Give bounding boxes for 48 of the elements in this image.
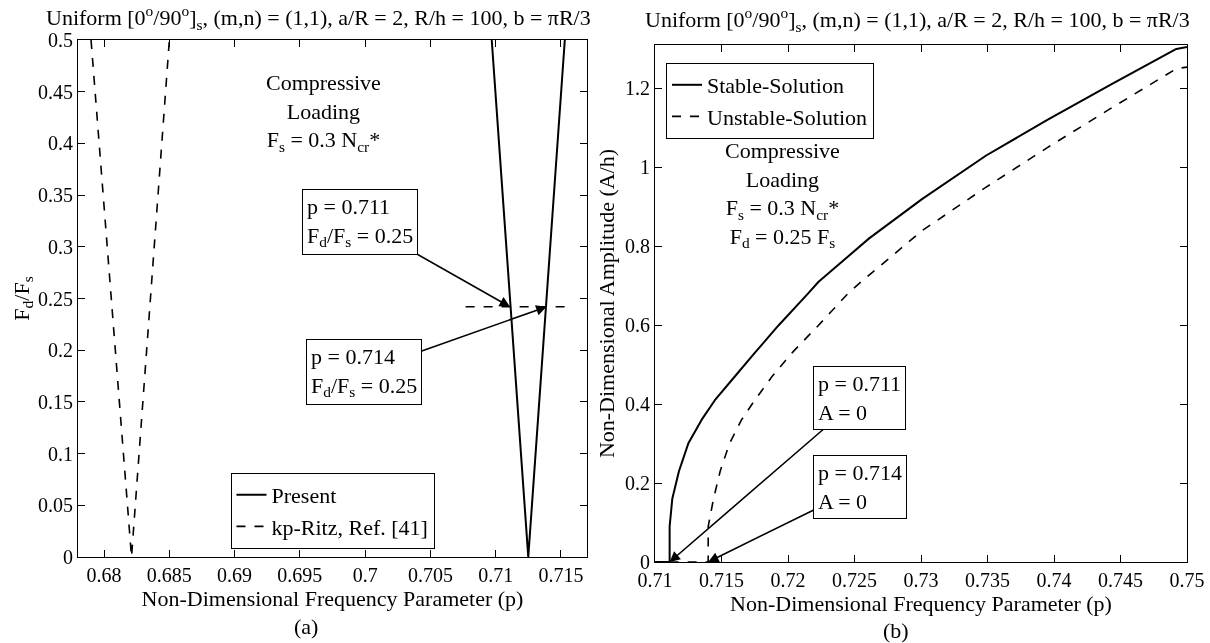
x-axis-title: Non-Dimensional Frequency Parameter (p) — [730, 591, 1112, 616]
chart-title: Uniform [0$^{o}$/90$^{o}$]$_{s}$, (m,n) = (1,1), a/R = 2, R/h = 100, b = πR/3 — [645, 4, 1190, 35]
x-tick-label: 0.735 — [965, 569, 1010, 591]
y-tick-label: 1.2 — [625, 77, 650, 100]
y-tick-label: 0.2 — [625, 472, 650, 495]
annotation: p = 0.711 F$_{d}$/F$_{s}$ = 0.25 — [307, 194, 414, 251]
x-tick-label: 0.7 — [352, 564, 378, 586]
y-tick-label: 0.4 — [48, 132, 73, 155]
annotation: p = 0.711 A = 0 — [818, 371, 902, 425]
x-tick-label: 0.74 — [1036, 569, 1072, 591]
legend-label: Unstable-Solution — [707, 104, 868, 130]
y-tick-label: 0.05 — [38, 494, 73, 517]
x-tick-label: 0.685 — [146, 564, 192, 586]
y-tick-label: 0.3 — [48, 235, 73, 258]
y-tick-label: 0 — [63, 546, 73, 568]
y-tick-label: 0.25 — [38, 287, 73, 310]
x-tick-label: 0.71 — [478, 564, 514, 586]
legend-label: Stable-Solution — [707, 73, 844, 99]
text: (a) — [294, 614, 319, 639]
x-tick-label: 0.73 — [903, 569, 939, 591]
x-tick-label: 0.725 — [832, 569, 877, 591]
x-tick-label: 0.715 — [699, 569, 744, 591]
annotation: Compressive Loading F$_{s}$ = 0.3 N$_{cr}$* — [266, 70, 381, 155]
x-tick-label: 0.705 — [407, 564, 453, 586]
x-axis-title: Non-Dimensional Frequency Parameter (p) — [141, 586, 524, 611]
annotation: p = 0.714 F$_{d}$/F$_{s}$ = 0.25 — [311, 344, 418, 401]
y-tick-label: 0.1 — [48, 442, 73, 465]
x-tick-label: 0.72 — [770, 569, 806, 591]
x-tick-label: 0.715 — [538, 564, 584, 586]
y-tick-label: 0.45 — [38, 80, 73, 103]
legend-label: kp-Ritz, Ref. [41] — [271, 514, 428, 540]
x-tick-label: 0.69 — [217, 564, 253, 586]
y-tick-label: 0.8 — [625, 235, 650, 258]
y-tick-label: 0.2 — [48, 339, 73, 362]
x-tick-label: 0.695 — [277, 564, 323, 586]
x-tick-label: 0.75 — [1169, 569, 1205, 591]
y-tick-label: 0.4 — [625, 393, 650, 416]
text: Compressive Loading F$_{s}$ = 0.3 N$_{cr}$* F$_{d}$ = 0.25 F$_{s}$ — [725, 138, 840, 252]
y-tick-label: 1 — [640, 156, 650, 179]
y-axis-title: Non-Dimensional Amplitude (A/h) — [593, 148, 619, 459]
y-tick-label: 0.6 — [625, 314, 650, 337]
text: (b) — [883, 618, 909, 643]
y-tick-label: 0.15 — [38, 390, 73, 413]
annotation: p = 0.714 A = 0 — [818, 460, 902, 514]
legend-label: Present — [271, 483, 337, 509]
x-tick-label: 0.745 — [1098, 569, 1143, 591]
y-tick-label: 0.35 — [38, 184, 73, 207]
x-tick-label: 0.68 — [86, 564, 122, 586]
